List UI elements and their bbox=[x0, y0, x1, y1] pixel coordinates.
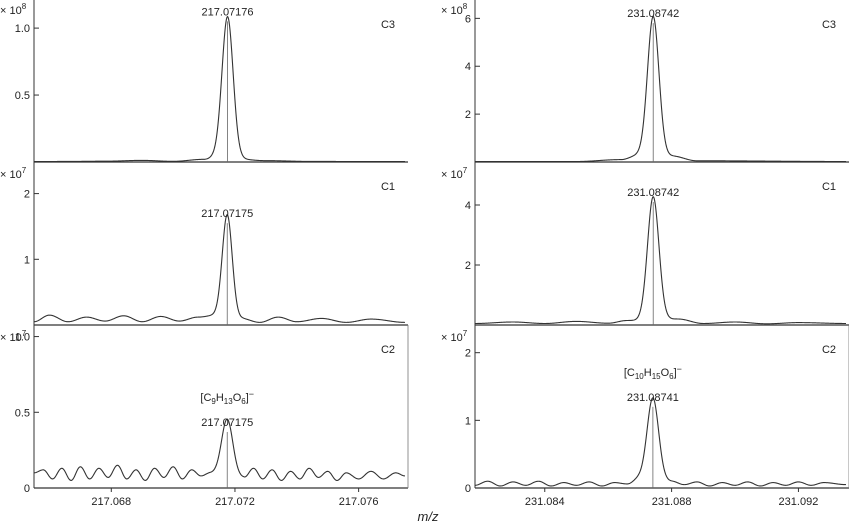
spectrum-panel-left-c3: 0.5 1.0 × 108 C3 217.07176 bbox=[0, 0, 408, 163]
y-tick-label: 0 bbox=[24, 483, 30, 495]
panel-label: C2 bbox=[381, 344, 395, 356]
spectrum-line bbox=[33, 418, 406, 481]
peak-mz-label: 217.07175 bbox=[201, 417, 253, 429]
y-tick-label: 1.0 bbox=[15, 23, 30, 35]
y-tick-label: 4 bbox=[465, 200, 471, 212]
x-tick-label: 231.092 bbox=[779, 496, 819, 508]
peak-formula-label: [C9​H13​O6​]− bbox=[200, 389, 254, 406]
y-scale-multiplier: × 108 bbox=[441, 2, 468, 17]
spectrum-panel-right-c3: 2 4 6× 108 C3 231.08742 bbox=[441, 0, 849, 163]
y-scale-multiplier: × 108 bbox=[0, 2, 27, 17]
y-tick-label: 6 bbox=[465, 13, 471, 25]
x-tick-label: 217.072 bbox=[215, 496, 255, 508]
y-scale-multiplier: × 107 bbox=[0, 166, 27, 181]
spectrum-panel-left-c1: 1 2 × 107 C1 217.07175 bbox=[0, 162, 408, 326]
x-tick-label: 231.088 bbox=[652, 496, 692, 508]
peak-mz-label: 231.08741 bbox=[627, 392, 679, 404]
x-axis-label: m/z bbox=[418, 509, 439, 524]
x-tick-label: 217.076 bbox=[339, 496, 379, 508]
y-tick-label: 2 bbox=[24, 189, 30, 201]
y-tick-label: 2 bbox=[465, 109, 471, 121]
peak-mz-label: 217.07176 bbox=[202, 6, 254, 18]
spectrum-line bbox=[475, 196, 846, 325]
y-scale-multiplier: × 107 bbox=[0, 329, 27, 344]
spectrum-panel-left-c2: 0 0.5 1.0 217.068 217.072 217.076 × 107 C2 217.0… bbox=[0, 325, 409, 508]
panel-label: C3 bbox=[822, 19, 836, 31]
panel-label: C1 bbox=[381, 181, 395, 193]
peak-mz-label: 217.07175 bbox=[201, 208, 253, 220]
y-scale-multiplier: × 107 bbox=[441, 329, 468, 344]
y-tick-label: 4 bbox=[465, 61, 471, 73]
panel-label: C2 bbox=[822, 344, 836, 356]
peak-mz-label: 231.08742 bbox=[627, 8, 679, 20]
y-tick-label: 2 bbox=[465, 260, 471, 272]
peak-formula-label: [C10​H15​O6​]− bbox=[624, 364, 682, 381]
x-tick-label: 231.084 bbox=[525, 496, 565, 508]
spectra-panels: 0.5 1.0 × 108 C3 217.07176 1 2 × 107 C1 217.07175… bbox=[0, 0, 849, 508]
x-tick-label: 217.068 bbox=[91, 496, 131, 508]
y-scale-multiplier: × 107 bbox=[441, 166, 468, 181]
y-tick-label: 0.5 bbox=[15, 90, 30, 102]
y-tick-label: 0 bbox=[465, 483, 471, 495]
peak-mz-label: 231.08742 bbox=[627, 187, 679, 199]
spectrum-line bbox=[474, 397, 847, 487]
spectrum-panel-right-c1: 2 4 × 107 C1 231.08742 bbox=[441, 162, 849, 326]
spectrum-panel-right-c2: 0 1 2 231.084 231.088 231.092 × 107 C2 231.08741… bbox=[441, 325, 849, 508]
y-tick-label: 1.0 bbox=[15, 332, 30, 344]
spectrum-line bbox=[34, 15, 405, 163]
spectrum-line bbox=[475, 15, 846, 163]
y-tick-label: 1 bbox=[465, 415, 471, 427]
y-tick-label: 0.5 bbox=[15, 407, 30, 419]
y-tick-label: 2 bbox=[465, 348, 471, 360]
panel-label: C1 bbox=[822, 181, 836, 193]
panel-label: C3 bbox=[381, 19, 395, 31]
spectrum-line bbox=[33, 214, 405, 323]
y-tick-label: 1 bbox=[24, 254, 30, 266]
